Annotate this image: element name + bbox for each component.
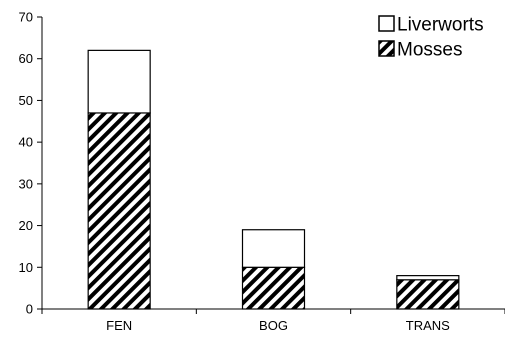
bar-mosses-bog [241,266,306,310]
legend-swatch-mosses [378,40,395,57]
legend-label-liverworts: Liverworts [397,15,484,36]
bars [87,49,460,310]
y-tick-label: 10 [19,260,33,275]
y-tick-label: 70 [19,10,33,25]
bar-liverworts-trans [396,275,460,281]
y-tick-label: 60 [19,51,33,66]
y-tick-label: 50 [19,93,33,108]
legend-swatch-liverworts [378,15,395,32]
x-tick-label: BOG [259,318,288,333]
legend-label-mosses: Mosses [397,40,462,61]
y-tick-label: 30 [19,176,33,191]
x-tick-label: TRANS [406,318,450,333]
y-tick-label: 0 [26,302,33,317]
legend: Liverworts Mosses [378,15,484,61]
axes: 0 10 20 30 40 50 60 70 FEN BOG TRANS [19,10,505,333]
bar-mosses-trans [396,279,460,310]
x-tick-label: FEN [106,318,132,333]
bar-liverworts-bog [241,229,306,268]
bar-mosses-fen [87,112,151,310]
y-tick-label: 40 [19,135,33,150]
y-tick-label: 20 [19,218,33,233]
bar-liverworts-fen [87,49,151,114]
